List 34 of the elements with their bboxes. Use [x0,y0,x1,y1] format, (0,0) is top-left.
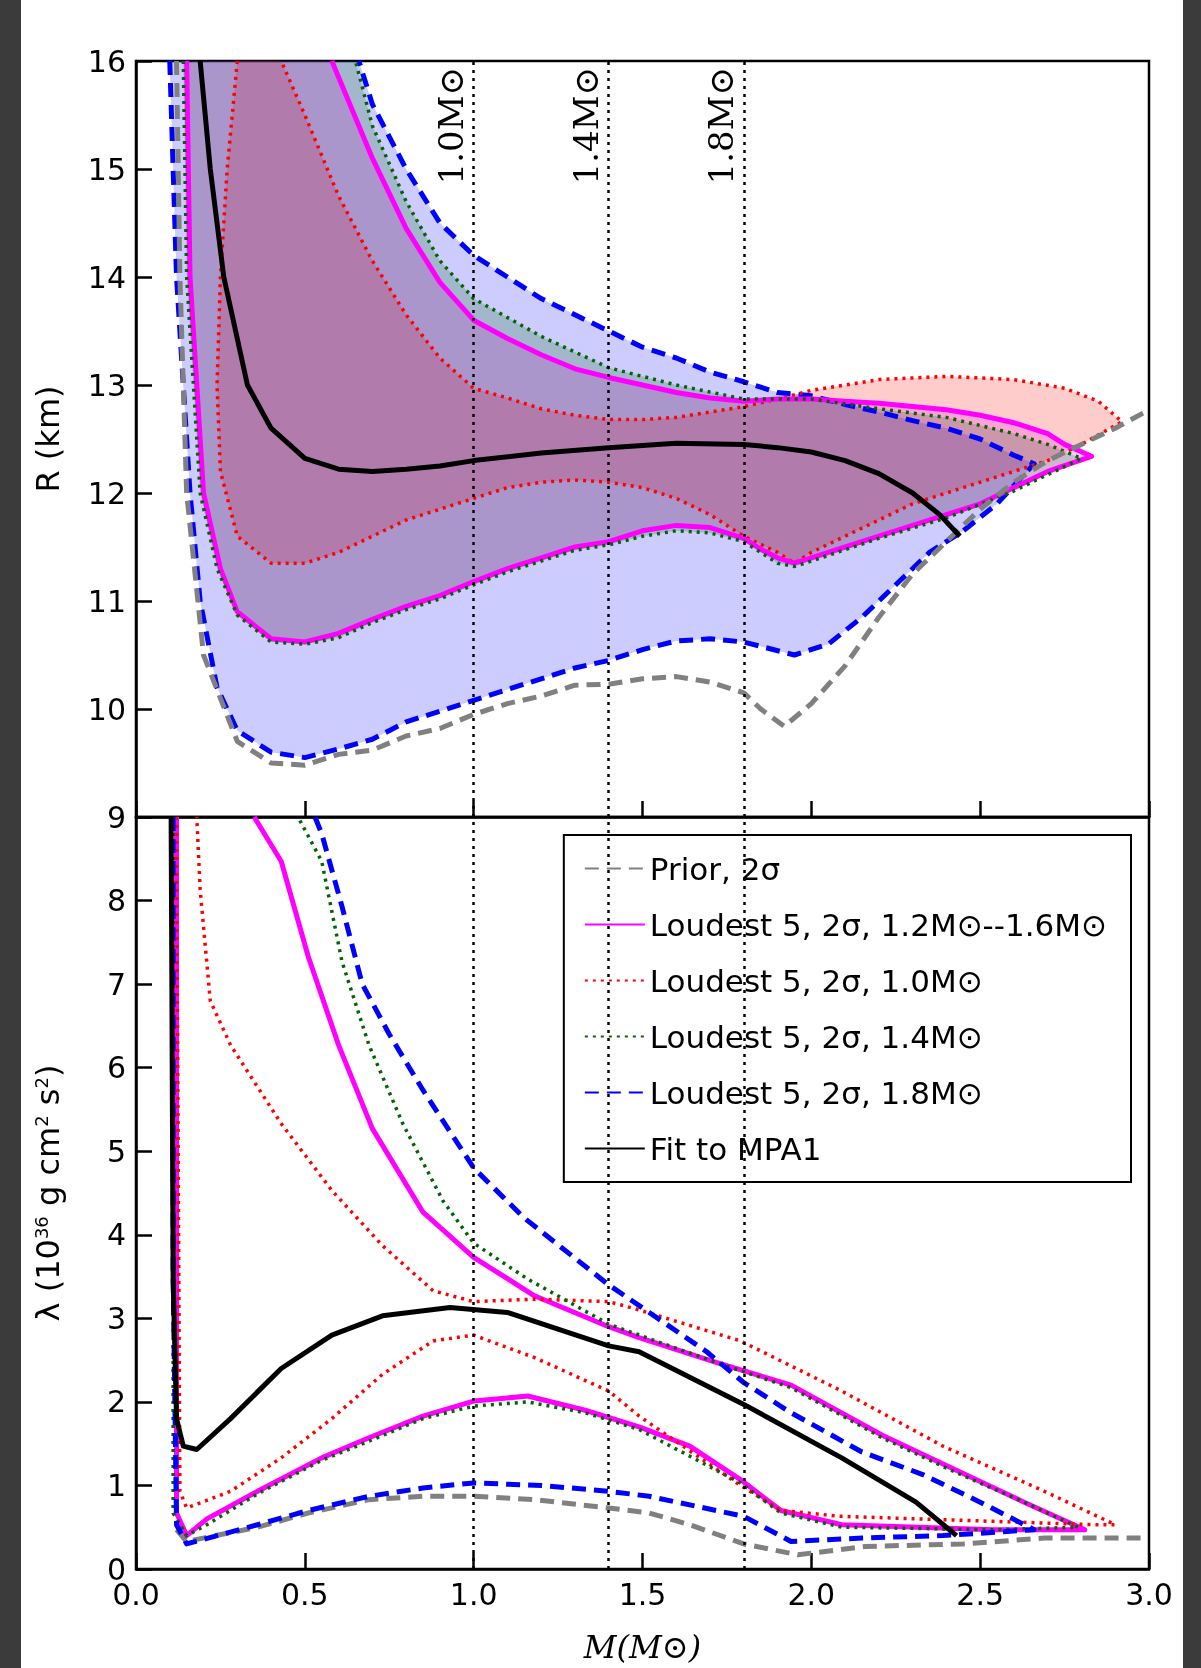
y-tick-label: 4 [106,1217,126,1253]
x-tick-label: 3.0 [1125,1576,1173,1612]
y-tick-label: 12 [87,475,126,511]
x-tick-label: 2.0 [787,1576,836,1612]
y-tick-label: 14 [87,259,126,295]
y-tick-label: 16 [87,43,126,79]
ref-line-label: 1.8M⊙ [700,67,741,185]
y-tick-label: 1 [106,1467,126,1503]
y-tick-label: 2 [106,1384,126,1420]
legend-label: Loudest 5, 2σ, 1.2M⊙--1.6M⊙ [649,906,1108,943]
y-axis-title: λ (1036 g cm2 s2) [29,1064,67,1322]
x-tick-label: 0.5 [280,1576,329,1612]
x-tick-label: 1.5 [618,1576,667,1612]
legend-label: Prior, 2σ [649,850,781,887]
x-axis-title: M(M⊙) [582,1628,702,1666]
y-axis-title: R (km) [29,385,67,493]
y-tick-label: 13 [87,367,126,403]
y-tick-label: 10 [87,691,126,727]
legend-label: Loudest 5, 2σ, 1.8M⊙ [649,1074,983,1111]
y-tick-label: 5 [106,1133,126,1169]
x-tick-label: 1.0 [449,1576,498,1612]
legend-label: Loudest 5, 2σ, 1.0M⊙ [649,962,983,999]
y-tick-label: 3 [106,1300,126,1336]
y-tick-label: 9 [106,799,126,835]
ref-line-label: 1.0M⊙ [430,67,471,185]
legend-label: Fit to MPA1 [649,1130,822,1167]
y-tick-label: 6 [106,1050,126,1086]
y-tick-label: 7 [106,966,126,1002]
x-tick-label: 2.5 [956,1576,1005,1612]
y-tick-label: 8 [106,883,126,919]
ref-line-label: 1.4M⊙ [565,67,606,185]
y-tick-label: 15 [87,151,126,187]
legend-label: Loudest 5, 2σ, 1.4M⊙ [649,1018,983,1055]
y-tick-label: 11 [87,583,126,619]
